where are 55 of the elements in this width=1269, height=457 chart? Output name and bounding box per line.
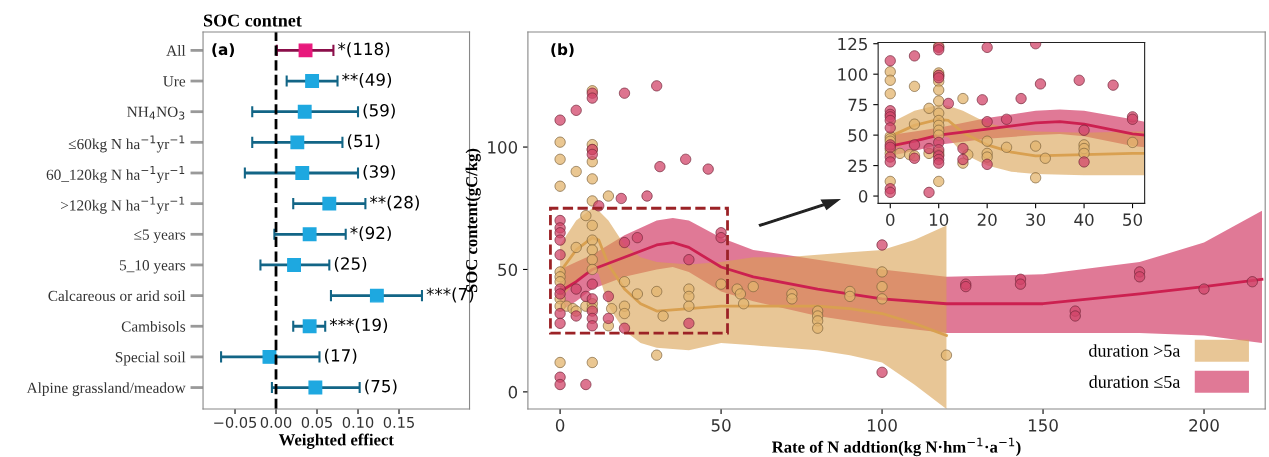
legend-label: duration ≤5a [1089, 375, 1181, 388]
x-tick-label: 0.15 [383, 416, 414, 428]
x-tick-label: 50 [1123, 213, 1143, 226]
x-tick-label: 0 [555, 419, 565, 432]
annotation: (25) [334, 256, 367, 272]
legend-label: duration >5a [1089, 344, 1181, 357]
y-tick-label: 60_120kg N ha$^{−1}$yr$^{−1}$ [46, 166, 185, 184]
y-tick-label: 5_10 years [119, 260, 186, 274]
x-tick-label: 0 [886, 213, 895, 226]
y-tick-label: NH$_{4}$NO$_{3}$ [127, 106, 185, 120]
x-tick-label: 0.00 [260, 416, 292, 428]
y-tick-label: 0 [858, 190, 868, 203]
annotation: (39) [363, 164, 395, 180]
x-tick-label: 40 [1074, 213, 1094, 226]
annotation: **(49) [342, 72, 392, 88]
annotation: *(92) [350, 226, 391, 242]
y-tick-label: Calcareous or arid soil [48, 290, 186, 302]
x-tick-label: 20 [977, 213, 997, 226]
y-tick-label: All [166, 45, 186, 56]
x-tick-label: 200 [1189, 419, 1219, 432]
y-tick-label: Ure [163, 76, 186, 87]
annotation: (b) [551, 43, 574, 57]
annotation: (59) [363, 103, 395, 119]
chart-title: SOC contnet [204, 14, 302, 27]
x-tick-label: 0.10 [342, 416, 374, 428]
x-axis-title: Weighted effiect [278, 433, 394, 449]
y-tick-label: Special soil [115, 351, 186, 366]
x-tick-label: 100 [867, 419, 897, 432]
y-tick-label: 100 [488, 141, 518, 154]
annotation: ***(19) [329, 318, 388, 334]
annotation: (a) [212, 43, 234, 57]
y-tick-label: 50 [498, 263, 518, 277]
y-tick-label: 50 [848, 129, 868, 142]
y-tick-label: ≤60kg N ha$^{−1}$yr$^{−1}$ [68, 135, 185, 153]
y-tick-label: Cambisols [121, 320, 186, 332]
x-tick-label: 30 [1026, 213, 1046, 226]
y-tick-label: ≤5 years [134, 229, 186, 243]
annotation: (51) [347, 134, 380, 150]
y-tick-label: >120kg N ha$^{−1}$yr$^{−1}$ [61, 196, 185, 214]
annotation: (17) [325, 348, 357, 364]
y-tick-label: 100 [838, 68, 868, 81]
annotation: **(28) [369, 195, 419, 211]
y-tick-label: Alpine grassland/meadow [26, 382, 186, 397]
x-tick-label: 50 [711, 419, 731, 432]
x-tick-label: −0.05 [214, 416, 257, 428]
annotation: (75) [365, 379, 397, 395]
x-tick-label: 0.05 [301, 416, 332, 428]
y-tick-label: 75 [848, 98, 867, 112]
y-tick-label: 25 [848, 159, 867, 173]
x-tick-label: 10 [929, 213, 949, 226]
y-tick-label: 0 [508, 385, 518, 399]
y-tick-label: 125 [838, 37, 867, 51]
x-tick-label: 150 [1028, 419, 1058, 432]
annotation: *(118) [338, 42, 390, 58]
x-axis-title: Rate of N addtion(kg N·hm$^{−1}$·a$^{−1}$) [772, 437, 1021, 457]
